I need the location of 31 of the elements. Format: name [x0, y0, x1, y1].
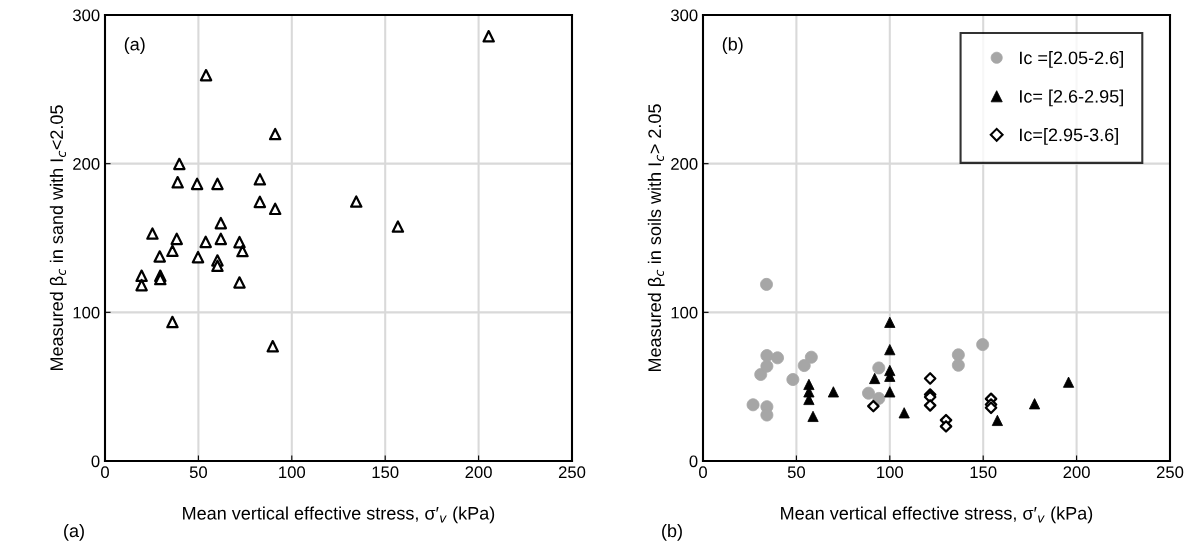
x-axis-title: Mean vertical effective stress, σ′$_{v}$ (kPa)	[183, 506, 495, 524]
text: (a)	[64, 523, 84, 541]
legend-label: Ic=[2.95-3.6]	[1020, 128, 1118, 145]
x-tick-label: 50	[787, 466, 806, 479]
y-tick-label: 0	[91, 455, 100, 468]
y-tick-label: 100	[671, 306, 698, 319]
x-tick-label: 100	[279, 466, 306, 479]
y-tick-label: 300	[72, 9, 100, 22]
y-tick-label: 200	[671, 158, 698, 170]
annotation: (a)	[124, 37, 145, 55]
y-tick-label: 0	[689, 455, 698, 468]
x-tick-label: 50	[189, 466, 208, 479]
x-axis-title: Mean vertical effective stress, σ′$_{v}$ (kPa)	[781, 506, 1093, 524]
x-tick-label: 250	[1156, 466, 1184, 479]
x-tick-label: 250	[558, 466, 586, 479]
x-tick-label: 200	[1063, 466, 1090, 479]
x-tick-label: 0	[101, 466, 109, 479]
x-tick-label: 200	[465, 466, 492, 479]
y-axis-title: Measured β$_{c}$ in soils with I$_{c}$> 2.05	[647, 104, 665, 372]
x-tick-label: 150	[372, 466, 399, 479]
text: (b)	[662, 523, 682, 541]
y-tick-label: 200	[73, 158, 100, 170]
x-tick-label: 150	[970, 466, 997, 479]
y-tick-label: 300	[670, 9, 698, 22]
y-tick-label: 100	[73, 306, 100, 319]
y-axis-title: Measured β$_{c}$ in sand with I$_{c}$<2.05	[49, 105, 67, 371]
x-tick-label: 100	[877, 466, 904, 479]
annotation: (b)	[722, 37, 743, 55]
x-tick-label: 0	[699, 466, 707, 479]
legend-label: Ic= [2.6-2.95]	[1020, 89, 1123, 107]
legend-label: Ic =[2.05-2.6]	[1020, 51, 1123, 68]
